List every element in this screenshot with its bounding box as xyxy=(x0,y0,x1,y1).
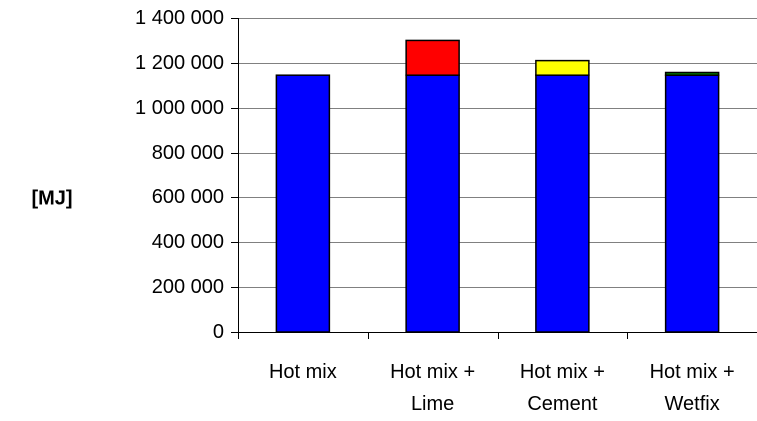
category-label: Cement xyxy=(527,393,597,415)
y-tick-label: 0 xyxy=(213,321,224,343)
category-label: Lime xyxy=(411,393,454,415)
category-label: Hot mix + xyxy=(520,361,605,383)
bar-segment xyxy=(664,74,720,333)
y-tick-label: 800 000 xyxy=(152,142,224,164)
bar-segment xyxy=(275,74,331,333)
bar-segment xyxy=(535,59,590,76)
category-label: Hot mix + xyxy=(650,361,735,383)
y-tick-labels: 0 200 000 400 000 600 000 800 000 1 000 000 1 … xyxy=(135,7,224,343)
bar-segment xyxy=(405,74,460,333)
category-label: Wetfix xyxy=(665,393,720,415)
y-tick-label: 400 000 xyxy=(152,231,224,253)
y-tick-label: 200 000 xyxy=(152,276,224,298)
y-tick-label: 1 000 000 xyxy=(135,97,224,119)
bar-segment xyxy=(535,74,590,333)
bars xyxy=(275,39,720,333)
x-axis-ticks xyxy=(368,332,628,339)
bar-segment xyxy=(405,39,460,76)
y-tick-label: 1 200 000 xyxy=(135,52,224,74)
y-tick-label: 600 000 xyxy=(152,186,224,208)
category-label: Hot mix xyxy=(269,361,337,383)
y-axis-ticks xyxy=(231,18,238,333)
category-label: Hot mix + xyxy=(390,361,475,383)
category-labels: Hot mix Hot mix + Lime Hot mix + Cement Hot m… xyxy=(269,361,735,415)
y-axis-label: [MJ] xyxy=(31,187,72,209)
y-tick-label: 1 400 000 xyxy=(135,7,224,29)
bar-segment xyxy=(664,71,720,76)
